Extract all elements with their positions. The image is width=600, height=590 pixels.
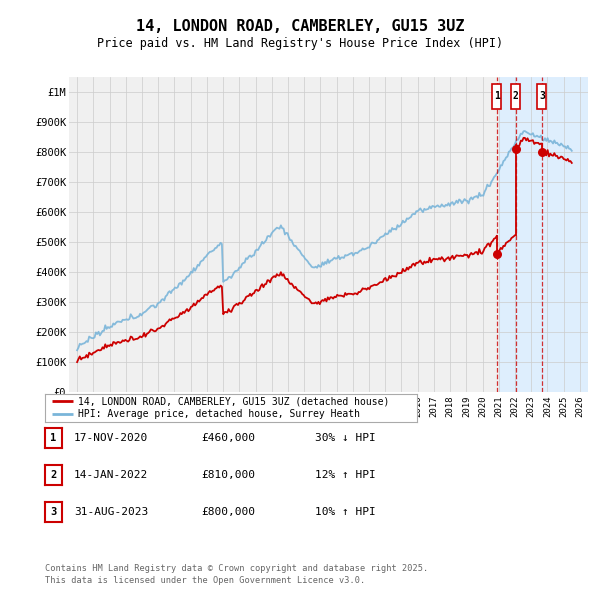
Text: 14, LONDON ROAD, CAMBERLEY, GU15 3UZ (detached house): 14, LONDON ROAD, CAMBERLEY, GU15 3UZ (de… — [79, 396, 390, 406]
Text: 2: 2 — [513, 91, 518, 101]
Text: 12% ↑ HPI: 12% ↑ HPI — [315, 470, 376, 480]
Text: 14-JAN-2022: 14-JAN-2022 — [74, 470, 148, 480]
Text: Price paid vs. HM Land Registry's House Price Index (HPI): Price paid vs. HM Land Registry's House … — [97, 37, 503, 50]
Text: 2: 2 — [50, 470, 56, 480]
Text: 31-AUG-2023: 31-AUG-2023 — [74, 507, 148, 517]
Text: £800,000: £800,000 — [201, 507, 255, 517]
Point — [511, 144, 520, 153]
Text: 1: 1 — [50, 433, 56, 442]
Text: HPI: Average price, detached house, Surrey Heath: HPI: Average price, detached house, Surr… — [79, 409, 361, 419]
Text: £460,000: £460,000 — [201, 433, 255, 442]
Text: 3: 3 — [50, 507, 56, 517]
Bar — [538, 84, 547, 109]
Text: 14, LONDON ROAD, CAMBERLEY, GU15 3UZ: 14, LONDON ROAD, CAMBERLEY, GU15 3UZ — [136, 19, 464, 34]
Text: Contains HM Land Registry data © Crown copyright and database right 2025.
This d: Contains HM Land Registry data © Crown c… — [45, 564, 428, 585]
Bar — [511, 84, 520, 109]
Bar — [493, 84, 502, 109]
Point — [492, 250, 502, 259]
Bar — [556, 77, 588, 392]
Text: 10% ↑ HPI: 10% ↑ HPI — [315, 507, 376, 517]
Bar — [499, 77, 588, 392]
Text: 30% ↓ HPI: 30% ↓ HPI — [315, 433, 376, 442]
Text: £810,000: £810,000 — [201, 470, 255, 480]
Text: 3: 3 — [539, 91, 545, 101]
Text: 1: 1 — [494, 91, 500, 101]
Point — [537, 147, 547, 156]
Text: 17-NOV-2020: 17-NOV-2020 — [74, 433, 148, 442]
